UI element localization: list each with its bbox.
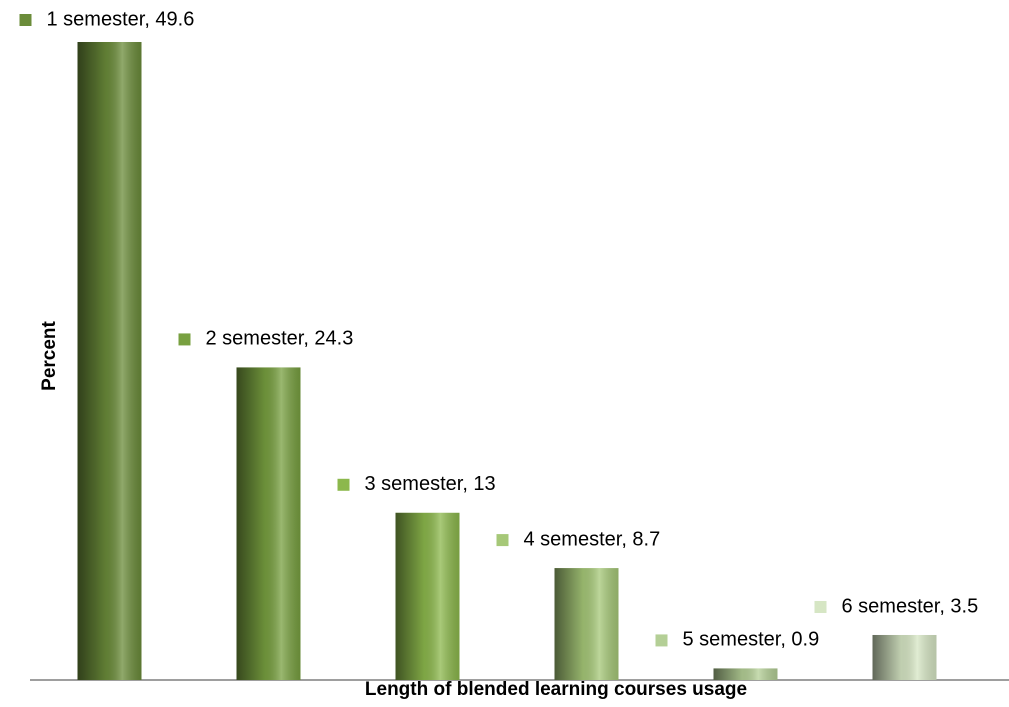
label-marker [655,634,668,647]
label-marker [178,333,191,346]
x-axis-title: Length of blended learning courses usage [365,679,747,700]
data-label: 1 semester, 49.6 [47,8,195,30]
data-label: 5 semester, 0.9 [683,629,820,651]
bar-shading [713,668,778,680]
bar-shading [554,568,619,680]
label-marker [496,534,509,547]
bar-shading [395,512,460,680]
data-label: 4 semester, 8.7 [524,528,661,550]
data-label: 6 semester, 3.5 [842,595,979,617]
bar-shading [77,42,142,680]
data-label: 3 semester, 13 [365,473,496,495]
label-marker [337,478,350,491]
data-label: 2 semester, 24.3 [206,328,354,350]
label-marker [19,14,32,26]
y-axis-title: Percent [39,320,60,390]
label-marker [814,600,827,613]
bar-shading [236,367,301,680]
bar-shading [872,634,937,680]
